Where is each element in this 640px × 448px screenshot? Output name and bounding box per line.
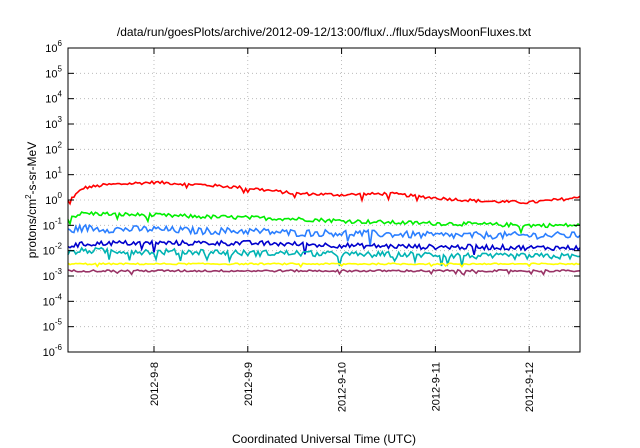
y-axis-label-suffix: -s-sr-MeV — [25, 142, 39, 195]
x-axis-label: Coordinated Universal Time (UTC) — [232, 432, 416, 446]
series-group — [67, 179, 581, 277]
y-tick-label: 105 — [45, 64, 62, 80]
y-tick-label: 106 — [45, 39, 62, 55]
series-line — [67, 262, 581, 269]
x-tick-label: 2012-9-12 — [524, 362, 536, 412]
series-line — [67, 268, 581, 277]
y-tick-label: 103 — [45, 115, 62, 131]
series-line — [67, 223, 581, 247]
y-tick-label: 100 — [45, 191, 62, 207]
chart-title: /data/run/goesPlots/archive/2012-09-12/1… — [117, 25, 532, 39]
series-line — [67, 179, 581, 206]
axes-group: 10-6 10-5 10-4 10-3 10-2 10-1 100 101 102 103 104 1… — [43, 39, 580, 412]
y-axis-label-prefix: protons/cm — [25, 199, 39, 258]
x-tick-label: 2012-9-10 — [337, 362, 349, 412]
y-tick-label: 10-3 — [43, 267, 63, 283]
series-line — [67, 239, 581, 255]
y-tick-label: 10-1 — [43, 216, 63, 232]
y-tick-label: 104 — [45, 90, 62, 106]
grid-lines — [68, 48, 580, 352]
y-axis-label: protons/cm2-s-sr-MeV — [24, 142, 39, 258]
x-tick-label: 2012-9-9 — [243, 362, 255, 406]
y-tick-label: 10-2 — [43, 242, 63, 258]
x-tick-label: 2012-9-8 — [149, 362, 161, 406]
y-tick-label: 101 — [45, 166, 62, 182]
x-tick-label: 2012-9-11 — [430, 362, 442, 411]
series-line — [67, 210, 581, 235]
y-tick-label: 10-4 — [43, 292, 63, 308]
series-line — [67, 246, 581, 267]
y-tick-label: 102 — [45, 140, 62, 156]
y-tick-label: 10-6 — [43, 343, 63, 359]
y-tick-label: 10-5 — [43, 318, 63, 334]
y-axis-label-superscript: 2 — [24, 194, 33, 199]
